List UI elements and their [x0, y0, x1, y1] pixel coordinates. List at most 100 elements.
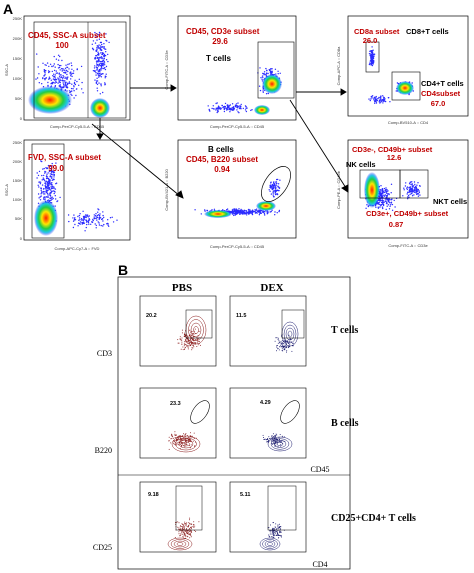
svg-text:150K: 150K [13, 56, 23, 61]
event-dot [176, 443, 177, 444]
a5-gate-label2: CD4subset [421, 89, 461, 98]
event-dot [275, 438, 276, 439]
event-dot [389, 101, 390, 102]
event-dot [279, 532, 280, 533]
a2-gate-value: 99.0 [48, 164, 64, 173]
event-dot [382, 190, 383, 191]
event-dot [385, 187, 386, 188]
event-dot [264, 211, 265, 212]
event-dot [66, 85, 67, 86]
event-dot [57, 72, 58, 73]
event-dot [415, 186, 416, 187]
event-dot [204, 210, 205, 211]
event-dot [394, 200, 395, 201]
event-dot [99, 224, 100, 225]
event-dot [97, 45, 98, 46]
event-dot [269, 438, 270, 439]
a3-yaxis: Comp-FITC-A :: CD3e [164, 50, 169, 90]
event-dot [106, 40, 107, 41]
event-dot [96, 65, 97, 66]
event-dot [178, 343, 179, 344]
event-dot [238, 112, 239, 113]
event-dot [74, 82, 75, 83]
event-dot [95, 223, 96, 224]
event-dot [199, 341, 200, 342]
event-dot [36, 53, 37, 54]
event-dot [59, 81, 60, 82]
event-dot [279, 531, 280, 532]
event-dot [272, 528, 273, 529]
event-dot [170, 438, 171, 439]
event-dot [50, 195, 51, 196]
event-dot [382, 202, 383, 203]
event-dot [73, 227, 74, 228]
event-dot [47, 189, 48, 190]
event-dot [189, 537, 190, 538]
event-dot [55, 188, 56, 189]
event-dot [101, 68, 102, 69]
event-dot [94, 58, 95, 59]
event-dot [275, 523, 276, 524]
event-dot [63, 82, 64, 83]
event-dot [179, 535, 180, 536]
event-dot [191, 536, 192, 537]
event-dot [246, 111, 247, 112]
event-dot [270, 534, 271, 535]
event-dot [216, 108, 217, 109]
event-dot [267, 212, 268, 213]
event-dot [37, 172, 38, 173]
a2-xaxis: Comp-APC-Cy7-A :: FVD [55, 246, 100, 251]
event-dot [277, 194, 278, 195]
event-dot [60, 69, 61, 70]
event-dot [273, 537, 274, 538]
event-dot [380, 200, 381, 201]
event-dot [379, 102, 380, 103]
event-dot [71, 76, 72, 77]
event-dot [190, 432, 191, 433]
event-dot [65, 77, 66, 78]
event-dot [53, 179, 54, 180]
event-dot [275, 188, 276, 189]
event-dot [280, 73, 281, 74]
event-dot [66, 79, 67, 80]
event-dot [375, 97, 376, 98]
event-dot [279, 526, 280, 527]
event-dot [101, 76, 102, 77]
event-dot [74, 224, 75, 225]
event-dot [181, 532, 182, 533]
event-dot [59, 77, 60, 78]
event-dot [110, 217, 111, 218]
event-dot [41, 188, 42, 189]
event-dot [179, 441, 180, 442]
event-dot [44, 172, 45, 173]
event-dot [188, 343, 189, 344]
event-dot [52, 186, 53, 187]
event-dot [385, 194, 386, 195]
event-dot [53, 76, 54, 77]
event-dot [176, 439, 177, 440]
event-dot [174, 441, 175, 442]
event-dot [181, 526, 182, 527]
event-dot [184, 345, 185, 346]
event-dot [265, 74, 266, 75]
event-dot [48, 182, 49, 183]
a6-gate-label2: CD3e+, CD49b+ subset [366, 209, 449, 218]
a1-yticks: 250K 200K 150K 100K 50K 0 [13, 16, 23, 121]
event-dot [95, 55, 96, 56]
event-dot [64, 80, 65, 81]
event-dot [272, 435, 273, 436]
event-dot [189, 518, 190, 519]
event-dot [99, 213, 100, 214]
event-dot [385, 189, 386, 190]
event-dot [409, 194, 410, 195]
a4-pop-label: B cells [208, 145, 234, 154]
event-dot [63, 85, 64, 86]
b2-pbs-value: 23.3 [170, 401, 181, 407]
event-dot [49, 179, 50, 180]
event-dot [273, 530, 274, 531]
event-dot [397, 82, 398, 83]
event-dot [54, 174, 55, 175]
event-dot [190, 531, 191, 532]
event-dot [214, 209, 215, 210]
event-dot [102, 60, 103, 61]
